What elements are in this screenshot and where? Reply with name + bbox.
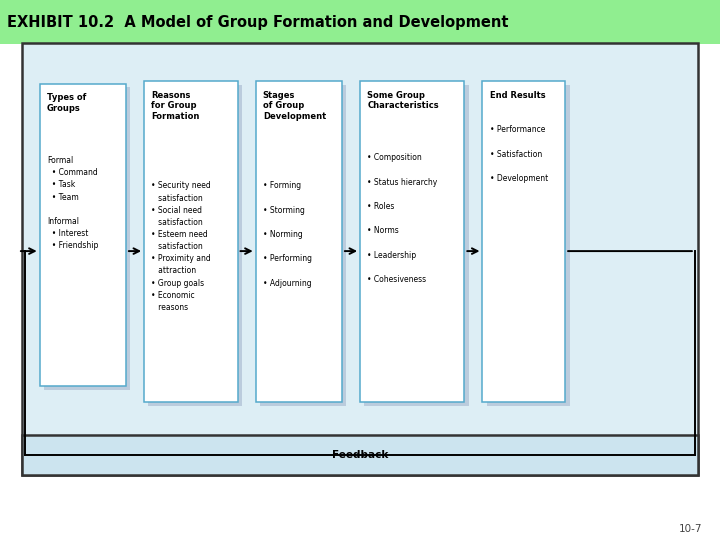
Text: Formal
  • Command
  • Task
  • Team

Informal
  • Interest
  • Friendship: Formal • Command • Task • Team Informal … [47,156,98,250]
Text: • Composition

• Status hierarchy

• Roles

• Norms

• Leadership

• Cohesivenes: • Composition • Status hierarchy • Roles… [367,153,438,284]
Bar [364,85,469,406]
Text: Reasons
for Group
Formation: Reasons for Group Formation [151,91,199,121]
Text: EXHIBIT 10.2  A Model of Group Formation and Development: EXHIBIT 10.2 A Model of Group Formation … [7,15,509,30]
Text: Feedback: Feedback [332,450,388,460]
Bar [256,81,342,402]
Bar [487,85,570,406]
Bar [44,87,130,390]
Bar [260,85,346,406]
Text: • Security need
   satisfaction
• Social need
   satisfaction
• Esteem need
   s: • Security need satisfaction • Social ne… [151,181,211,312]
Text: Types of
Groups: Types of Groups [47,93,86,113]
Bar [482,81,565,402]
Text: • Forming

• Storming

• Norming

• Performing

• Adjourning: • Forming • Storming • Norming • Perform… [263,181,312,288]
Bar [144,81,238,402]
Bar [22,43,698,475]
Bar [22,435,698,475]
Text: End Results: End Results [490,91,545,100]
Text: Stages
of Group
Development: Stages of Group Development [263,91,326,121]
Bar [40,84,126,386]
Bar [0,0,720,44]
Bar [360,81,464,402]
Text: • Performance

• Satisfaction

• Development: • Performance • Satisfaction • Developme… [490,125,548,183]
Text: 10-7: 10-7 [678,523,702,534]
Bar [148,85,242,406]
Text: Some Group
Characteristics: Some Group Characteristics [367,91,438,111]
